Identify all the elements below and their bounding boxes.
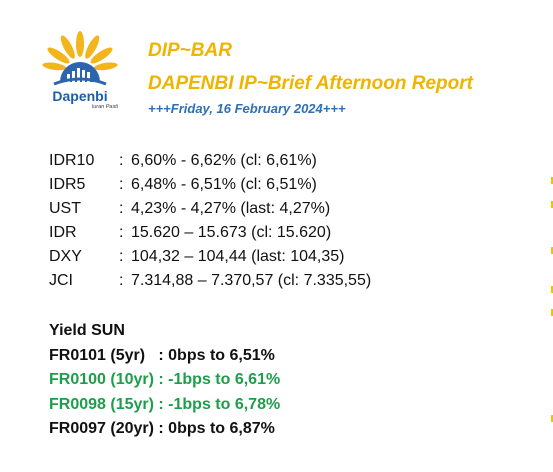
rate-row-idr5: IDR5 : 6,48% - 6,51% (cl: 6,51%) [49,173,371,197]
edge-mark [551,309,553,316]
rate-separator: : [119,200,124,217]
yield-row-fr0098: FR0098 (15yr) : -1bps to 6,78% [49,395,281,413]
report-subtitle: DAPENBI IP~Brief Afternoon Report [148,73,473,94]
yield-sun-heading: Yield SUN [49,322,125,339]
edge-mark [551,247,553,254]
rate-label: IDR10 [49,152,95,169]
market-rates-list: IDR10 : 6,60% - 6,62% (cl: 6,61%) IDR5 :… [49,149,371,293]
rate-label: UST [49,200,81,217]
edge-mark [551,177,553,184]
rate-row-jci: JCI : 7.314,88 – 7.370,57 (cl: 7.335,55) [49,269,371,293]
rate-label: DXY [49,248,82,265]
edge-mark [551,415,553,422]
yield-sun-section: Yield SUN FR0101 (5yr) : 0bps to 6,51% F… [49,319,280,442]
edge-mark [551,286,553,293]
rate-value: 6,48% - 6,51% (cl: 6,51%) [131,176,317,193]
rate-row-idr: IDR : 15.620 – 15.673 (cl: 15.620) [49,221,371,245]
logo-tagline: Iuran Pasti [91,104,118,110]
rate-value: 6,60% - 6,62% (cl: 6,61%) [131,152,317,169]
logo-name: Dapenbi [52,88,108,104]
rate-row-idr10: IDR10 : 6,60% - 6,62% (cl: 6,61%) [49,149,371,173]
rate-separator: : [119,272,124,289]
rate-label: JCI [49,272,73,289]
dapenbi-logo: Dapenbi Iuran Pasti [34,30,126,116]
rate-separator: : [119,176,124,193]
report-title: DIP~BAR [148,40,232,61]
rate-value: 15.620 – 15.673 (cl: 15.620) [131,224,332,241]
rate-value: 7.314,88 – 7.370,57 (cl: 7.335,55) [131,272,372,289]
yield-row-fr0101: FR0101 (5yr) : 0bps to 6,51% [49,346,275,364]
rate-label: IDR5 [49,176,86,193]
rate-row-dxy: DXY : 104,32 – 104,44 (last: 104,35) [49,245,371,269]
edge-mark [551,201,553,208]
rate-value: 104,32 – 104,44 (last: 104,35) [131,248,345,265]
report-date: +++Friday, 16 February 2024+++ [148,101,346,116]
sun-emblem-icon [42,31,118,86]
rate-separator: : [119,248,124,265]
yield-row-fr0100: FR0100 (10yr) : -1bps to 6,61% [49,371,281,388]
rate-row-ust: UST : 4,23% - 4,27% (last: 4,27%) [49,197,371,221]
rate-separator: : [119,152,124,169]
rate-separator: : [119,224,124,241]
rate-value: 4,23% - 4,27% (last: 4,27%) [131,200,331,217]
yield-row-fr0097: FR0097 (20yr) : 0bps to 6,87% [49,420,275,437]
rate-label: IDR [49,224,77,241]
